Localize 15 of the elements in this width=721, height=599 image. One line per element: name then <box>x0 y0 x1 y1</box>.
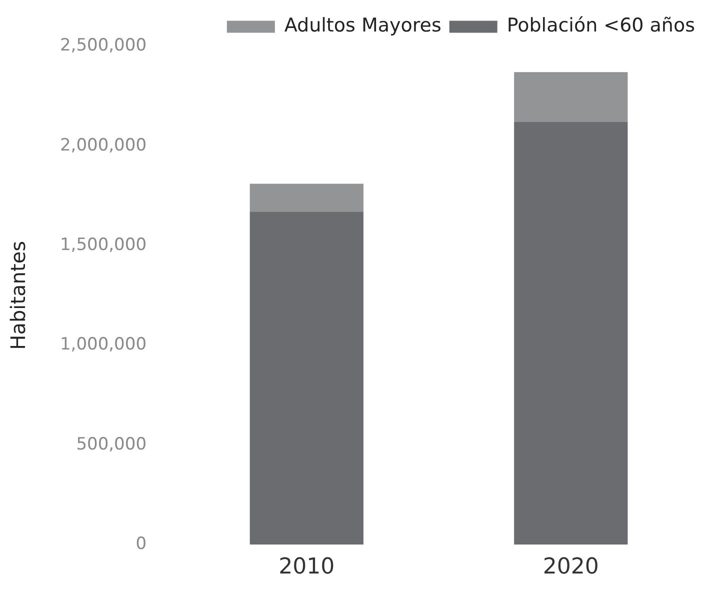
y-tick-label: 500,000 <box>76 434 147 454</box>
bar <box>250 184 364 212</box>
bar <box>250 212 364 545</box>
bar <box>514 72 628 122</box>
y-tick-label: 1,500,000 <box>60 234 147 255</box>
y-tick-label: 2,000,000 <box>60 135 147 156</box>
bar <box>514 122 628 545</box>
x-tick-label: 2020 <box>542 554 599 580</box>
x-tick-label: 2010 <box>278 554 335 580</box>
y-axis-title: Habitantes <box>6 240 30 350</box>
y-tick-label: 2,500,000 <box>60 36 147 56</box>
y-tick-label: 1,000,000 <box>60 334 147 355</box>
y-tick-label: 0 <box>136 534 147 554</box>
legend-label: Adultos Mayores <box>284 14 442 37</box>
legend-label: Población <60 años <box>506 14 696 37</box>
